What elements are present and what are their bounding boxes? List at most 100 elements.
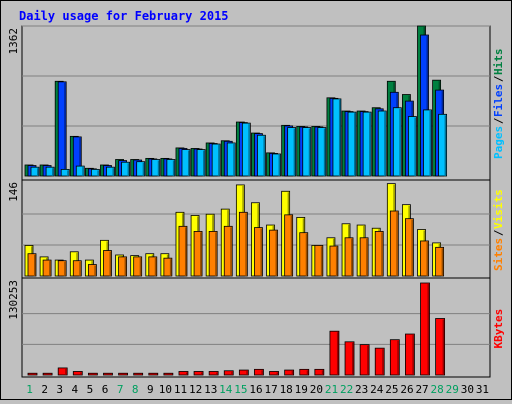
bar-pages-day-2 bbox=[45, 166, 55, 177]
bar-kbytes-day-3 bbox=[57, 367, 68, 376]
bar-shade-pages bbox=[97, 170, 99, 175]
bar-shade-sites bbox=[320, 246, 323, 275]
bar-kbytes-day-28 bbox=[435, 318, 446, 376]
bar-sites-day-16 bbox=[254, 227, 263, 277]
bar-sites-day-18 bbox=[284, 214, 294, 277]
bar-pages-day-12 bbox=[196, 149, 206, 177]
bar-shade-sites bbox=[396, 212, 398, 275]
bar-pages-day-19 bbox=[302, 127, 312, 177]
bar-pages-day-22 bbox=[347, 111, 357, 177]
bar-shade-kbytes bbox=[185, 372, 188, 374]
legend-files: Files bbox=[492, 84, 505, 117]
x-tick-label-day-12: 12 bbox=[189, 383, 202, 396]
bar-shade-sites bbox=[411, 219, 413, 275]
x-tick-label-day-20: 20 bbox=[310, 383, 323, 396]
x-tick-label-day-14: 14 bbox=[219, 383, 233, 396]
bar-pages-day-9 bbox=[151, 159, 161, 177]
legend-pages: Pages bbox=[492, 126, 505, 159]
bar-sites-day-5 bbox=[87, 264, 97, 277]
x-tick-label-day-6: 6 bbox=[102, 383, 109, 396]
x-tick-label-day-24: 24 bbox=[370, 383, 384, 396]
bar-kbytes-day-15 bbox=[238, 369, 249, 376]
bar-kbytes-day-8 bbox=[133, 372, 144, 376]
bar-kbytes-day-16 bbox=[254, 368, 264, 376]
bar-shade-pages bbox=[248, 124, 250, 175]
plot-area-kbytes bbox=[21, 277, 491, 378]
bar-shade-pages bbox=[354, 113, 356, 175]
bar-kbytes-day-12 bbox=[193, 371, 204, 376]
bar-shade-sites bbox=[381, 232, 383, 275]
bar-shade-kbytes bbox=[382, 349, 384, 374]
x-tick-label-day-16: 16 bbox=[249, 383, 262, 396]
x-tick-label-day-9: 9 bbox=[147, 383, 154, 396]
bar-shade-files bbox=[64, 82, 66, 175]
bar-kbytes-day-23 bbox=[359, 344, 370, 376]
bar-shade-kbytes bbox=[276, 372, 279, 374]
bar-pages-day-5 bbox=[90, 168, 100, 177]
bar-kbytes-day-2 bbox=[42, 372, 53, 376]
legend-visits: Visits bbox=[492, 189, 505, 229]
bar-shade-kbytes bbox=[367, 345, 369, 374]
bar-shade-pages bbox=[112, 168, 114, 175]
bar-shade-sites bbox=[139, 257, 142, 275]
bar-shade-sites bbox=[109, 251, 111, 275]
bar-shade-sites bbox=[335, 247, 338, 275]
bar-pages-day-20 bbox=[317, 127, 327, 177]
bar-shade-pages bbox=[293, 128, 296, 175]
bar-kbytes-day-24 bbox=[374, 347, 385, 376]
bar-shade-sites bbox=[169, 259, 172, 275]
bar-sites-day-9 bbox=[148, 256, 158, 277]
bar-shade-kbytes bbox=[246, 371, 248, 374]
bar-shade-pages bbox=[52, 168, 54, 175]
x-tick-label-day-22: 22 bbox=[340, 383, 353, 396]
bar-sites-day-11 bbox=[178, 225, 188, 277]
y-axis-max-label-kbytes: 130253 bbox=[7, 280, 20, 320]
x-tick-label-day-26: 26 bbox=[400, 383, 413, 396]
bar-kbytes-day-14 bbox=[223, 370, 234, 376]
bar-sites-day-19 bbox=[299, 232, 309, 277]
bar-pages-day-17 bbox=[272, 153, 281, 177]
bar-kbytes-day-1 bbox=[27, 372, 38, 376]
bar-kbytes-day-13 bbox=[208, 371, 219, 376]
bar-kbytes-day-7 bbox=[118, 372, 128, 376]
bar-shade-sites bbox=[305, 233, 308, 275]
bar-pages-day-18 bbox=[287, 127, 297, 177]
bar-shade-sites bbox=[154, 257, 157, 275]
bar-shade-sites bbox=[34, 254, 36, 275]
bar-shade-pages bbox=[37, 168, 39, 175]
x-tick-label-day-27: 27 bbox=[415, 383, 428, 396]
bar-pages-day-10 bbox=[166, 159, 176, 177]
bar-shade-sites bbox=[426, 241, 429, 275]
bar-sites-day-10 bbox=[163, 257, 173, 277]
x-tick-label-day-1: 1 bbox=[26, 383, 33, 396]
bar-shade-pages bbox=[172, 160, 175, 175]
bar-shade-sites bbox=[94, 265, 96, 275]
bar-shade-pages bbox=[399, 108, 401, 175]
bar-kbytes-day-10 bbox=[163, 372, 174, 376]
bar-kbytes-day-20 bbox=[314, 368, 325, 376]
bar-shade-sites bbox=[441, 248, 444, 275]
bar-shade-pages bbox=[218, 145, 220, 175]
x-tick-label-day-5: 5 bbox=[87, 383, 94, 396]
bar-shade-sites bbox=[366, 238, 368, 275]
bar-shade-kbytes bbox=[216, 372, 218, 374]
bar-sites-day-26 bbox=[405, 218, 414, 277]
bar-shade-kbytes bbox=[321, 370, 324, 374]
bar-kbytes-day-27 bbox=[420, 282, 430, 376]
x-tick-label-day-31: 31 bbox=[476, 383, 489, 396]
bar-shade-kbytes bbox=[397, 340, 399, 374]
bar-shade-pages bbox=[157, 160, 160, 175]
bar-shade-sites bbox=[200, 232, 202, 275]
bar-shade-kbytes bbox=[261, 370, 263, 374]
bar-sites-day-12 bbox=[193, 231, 203, 277]
bar-kbytes-day-21 bbox=[329, 330, 340, 376]
legend-sites: Sites bbox=[492, 238, 505, 271]
bar-sites-day-24 bbox=[374, 231, 384, 277]
bar-sites-day-28 bbox=[435, 246, 445, 277]
bar-shade-pages bbox=[82, 167, 84, 175]
x-tick-label-day-29: 29 bbox=[446, 383, 459, 396]
bar-pages-day-8 bbox=[136, 161, 146, 177]
bar-kbytes-day-19 bbox=[299, 368, 310, 376]
bar-shade-kbytes bbox=[412, 335, 414, 374]
